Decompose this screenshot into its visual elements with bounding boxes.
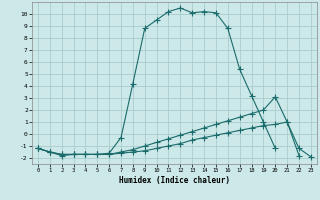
X-axis label: Humidex (Indice chaleur): Humidex (Indice chaleur) (119, 176, 230, 185)
